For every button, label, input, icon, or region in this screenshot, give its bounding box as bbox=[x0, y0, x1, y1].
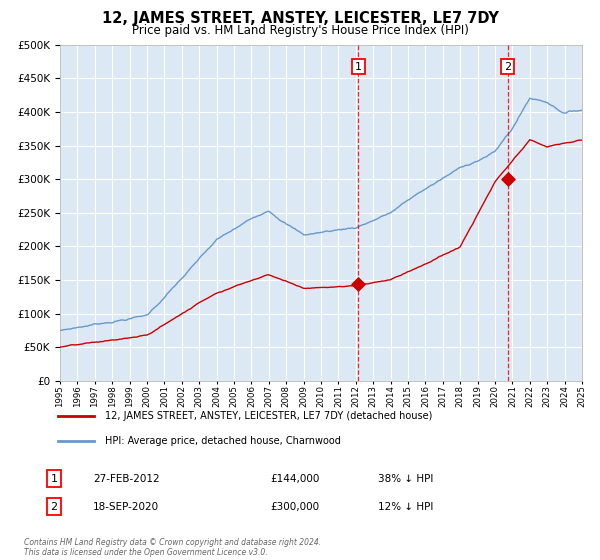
Text: £300,000: £300,000 bbox=[270, 502, 319, 512]
Text: 12, JAMES STREET, ANSTEY, LEICESTER, LE7 7DY (detached house): 12, JAMES STREET, ANSTEY, LEICESTER, LE7… bbox=[105, 411, 432, 421]
Text: 2: 2 bbox=[504, 62, 511, 72]
Text: HPI: Average price, detached house, Charnwood: HPI: Average price, detached house, Char… bbox=[105, 436, 341, 446]
Text: 2: 2 bbox=[50, 502, 58, 512]
Text: Price paid vs. HM Land Registry's House Price Index (HPI): Price paid vs. HM Land Registry's House … bbox=[131, 24, 469, 36]
Text: 27-FEB-2012: 27-FEB-2012 bbox=[93, 474, 160, 484]
Text: 1: 1 bbox=[50, 474, 58, 484]
Text: Contains HM Land Registry data © Crown copyright and database right 2024.
This d: Contains HM Land Registry data © Crown c… bbox=[24, 538, 321, 557]
Text: 1: 1 bbox=[355, 62, 362, 72]
Point bbox=[353, 279, 363, 288]
Text: 38% ↓ HPI: 38% ↓ HPI bbox=[378, 474, 433, 484]
Text: 18-SEP-2020: 18-SEP-2020 bbox=[93, 502, 159, 512]
Point bbox=[503, 175, 512, 184]
Text: 12% ↓ HPI: 12% ↓ HPI bbox=[378, 502, 433, 512]
Text: 12, JAMES STREET, ANSTEY, LEICESTER, LE7 7DY: 12, JAMES STREET, ANSTEY, LEICESTER, LE7… bbox=[101, 11, 499, 26]
Text: £144,000: £144,000 bbox=[270, 474, 319, 484]
